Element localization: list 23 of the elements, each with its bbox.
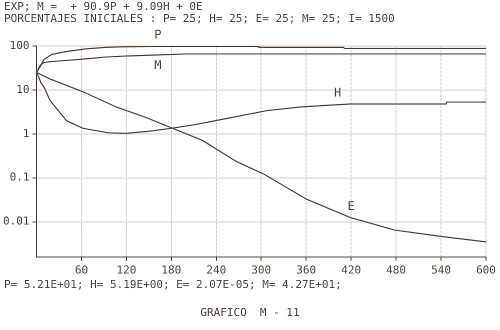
y-tick-label: 10 xyxy=(16,82,30,96)
x-tick-label: 420 xyxy=(341,263,362,276)
series-label: P xyxy=(154,27,162,42)
x-tick-label: 120 xyxy=(116,263,136,276)
series-label: H xyxy=(334,86,342,100)
x-tick-label: 300 xyxy=(251,263,272,276)
chart-title: EXP; M = + 90.9P + 9.09H + 0E xyxy=(4,0,203,13)
x-tick-label: 600 xyxy=(476,263,496,276)
text: P= 5.21E+01; H= 5.19E+00; E= 2.07E-05; M= 4.27E+01; xyxy=(4,278,342,291)
series-label: M xyxy=(154,58,162,72)
x-tick-label: 60 xyxy=(74,263,88,276)
x-tick-label: 480 xyxy=(386,263,406,276)
y-tick-label: 1 xyxy=(22,126,30,140)
x-tick-label: 540 xyxy=(431,263,451,276)
chart-subtitle: PORCENTAJES INICIALES : P= 25; H= 25; E= 25; M= 25; I= 1500 xyxy=(4,12,395,25)
x-tick-label: 240 xyxy=(206,263,226,276)
text: GRAFICO M - 11 xyxy=(199,306,301,319)
y-tick-label: 100 xyxy=(10,38,30,52)
x-tick-label: 180 xyxy=(161,263,182,276)
y-tick-label: 0.01 xyxy=(2,214,30,228)
x-tick-label: 360 xyxy=(296,263,316,276)
y-tick-label: 0.1 xyxy=(10,170,30,184)
series-label: E xyxy=(348,198,355,213)
